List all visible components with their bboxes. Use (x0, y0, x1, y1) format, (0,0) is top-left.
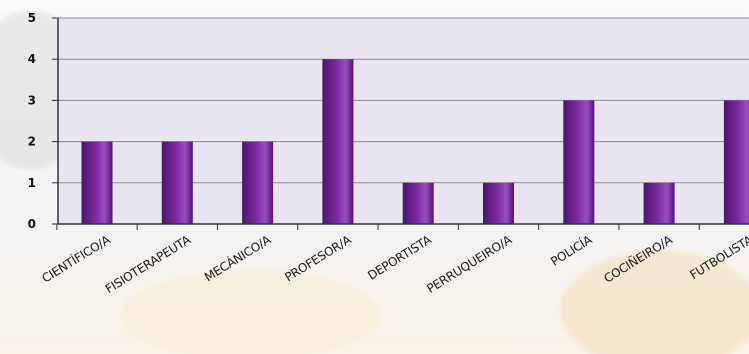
axes (56, 18, 749, 230)
x-category-label: PROFESOR/A (282, 232, 354, 284)
x-category-label: COCIÑEIRO/A (601, 231, 676, 285)
y-axis-tick-labels: 0 1 2 3 4 5 (28, 11, 58, 231)
x-category-label: POLICÍA (548, 231, 595, 268)
background-decoration (560, 250, 749, 354)
bar (242, 141, 274, 224)
x-category-label: FUTBOLISTA (687, 232, 749, 282)
bar (563, 100, 595, 224)
y-tick-label: 3 (28, 93, 36, 107)
x-category-label: CIENTÍFICO/A (39, 231, 113, 285)
x-category-label: DEPORTISTA (365, 232, 434, 283)
bar (81, 141, 113, 224)
x-category-label: FISIOTERAPEUTA (103, 232, 194, 296)
bar (402, 182, 434, 224)
y-tick-label: 4 (28, 52, 36, 66)
bar (723, 100, 749, 224)
bar (161, 141, 193, 224)
bar (322, 59, 354, 225)
x-category-label: PERRUQUEIRO/A (424, 232, 515, 296)
bars (81, 59, 749, 225)
y-tick-label: 1 (28, 176, 36, 190)
bar (643, 182, 675, 224)
background-decoration (120, 270, 380, 354)
y-tick-label: 2 (28, 135, 36, 149)
y-tick-label: 5 (28, 11, 36, 25)
y-tick-label: 0 (28, 217, 36, 231)
bar (483, 182, 514, 224)
x-category-label: MECÁNICO/A (202, 231, 274, 284)
